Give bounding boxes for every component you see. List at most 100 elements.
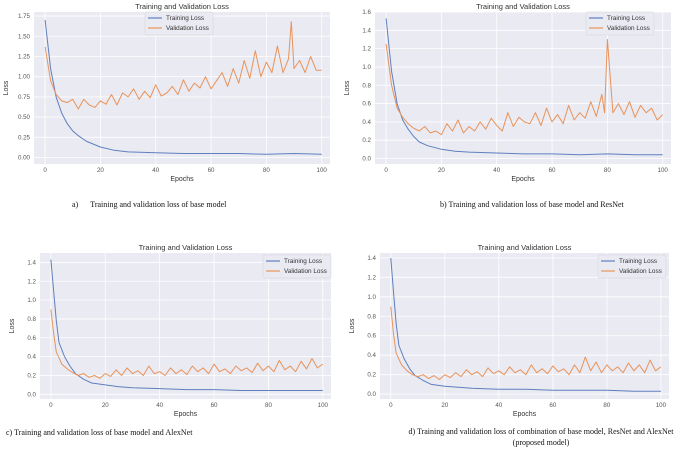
caption-c: c) Training and validation loss of base … bbox=[6, 428, 193, 437]
x-tick-label: 80 bbox=[263, 167, 270, 174]
y-tick-label: 0.50 bbox=[18, 114, 31, 121]
x-axis-label: Epochs bbox=[511, 176, 535, 183]
y-tick-label: 1.50 bbox=[18, 33, 31, 40]
y-tick-label: 0.6 bbox=[367, 333, 376, 340]
loss-chart-base-resnet: Training and Validation Loss 0.0 0.2 0.4 0.6… bbox=[344, 2, 671, 183]
x-tick-label: 80 bbox=[603, 402, 610, 409]
chart-title: Training and Validation Loss bbox=[478, 243, 572, 252]
x-tick-label: 80 bbox=[604, 167, 611, 174]
y-tick-label: 0.6 bbox=[362, 101, 371, 108]
y-tick-label: 0.0 bbox=[367, 391, 376, 398]
y-tick-label: 1.4 bbox=[27, 259, 36, 266]
y-axis-label: Loss bbox=[349, 318, 356, 333]
y-tick-label: 0.0 bbox=[362, 156, 371, 163]
chart-panel-a: Training and Validation Loss 0.00 0.25 0.50… bbox=[0, 0, 340, 192]
y-tick-label: 1.75 bbox=[18, 13, 31, 20]
y-tick-label: 0.4 bbox=[362, 119, 371, 126]
x-tick-label: 0 bbox=[384, 167, 388, 174]
x-tick-label: 20 bbox=[441, 402, 448, 409]
y-tick-label: 1.2 bbox=[362, 46, 371, 53]
legend-label: Validation Loss bbox=[284, 268, 327, 275]
y-tick-label: 1.0 bbox=[367, 294, 376, 301]
y-tick-label: 1.0 bbox=[27, 297, 36, 304]
training-loss-line bbox=[44, 20, 322, 155]
chart-panel-b: Training and Validation Loss 0.0 0.2 0.4 0.6… bbox=[343, 0, 685, 192]
loss-chart-proposed-model: Training and Validation Loss 0.0 0.2 0.4 0.6… bbox=[349, 243, 669, 418]
x-tick-label: 0 bbox=[389, 402, 393, 409]
x-tick-label: 60 bbox=[208, 167, 215, 174]
x-tick-label: 60 bbox=[549, 402, 556, 409]
x-tick-label: 40 bbox=[152, 167, 159, 174]
legend-label: Training Loss bbox=[607, 15, 645, 22]
x-tick-label: 20 bbox=[438, 167, 445, 174]
y-axis-label: Loss bbox=[9, 318, 16, 333]
y-tick-label: 0.8 bbox=[367, 313, 376, 320]
validation-loss-line bbox=[50, 309, 324, 379]
validation-loss-line bbox=[390, 306, 662, 380]
y-tick-label: 1.4 bbox=[362, 27, 371, 34]
chart-panel-c: Training and Validation Loss 0.0 0.2 0.4 0.6… bbox=[0, 237, 343, 425]
y-tick-label: 0.75 bbox=[18, 94, 31, 101]
validation-loss-line bbox=[44, 21, 322, 110]
caption-a: a) Training and validation loss of base … bbox=[72, 200, 227, 209]
x-tick-label: 100 bbox=[318, 402, 329, 409]
plot-area bbox=[375, 12, 671, 164]
y-tick-label: 0.4 bbox=[367, 352, 376, 359]
y-tick-label: 0.2 bbox=[362, 137, 371, 144]
legend: Training Loss Validation Loss bbox=[144, 11, 214, 36]
y-tick-label: 1.6 bbox=[362, 9, 371, 16]
x-tick-label: 100 bbox=[658, 167, 669, 174]
x-tick-label: 40 bbox=[493, 167, 500, 174]
legend-label: Validation Loss bbox=[166, 25, 209, 32]
x-axis-label: Epochs bbox=[513, 411, 537, 418]
loss-chart-base-model: Training and Validation Loss 0.00 0.25 0.50… bbox=[3, 2, 330, 183]
loss-chart-base-alexnet: Training and Validation Loss 0.0 0.2 0.4 0.6… bbox=[9, 243, 332, 418]
legend-label: Training Loss bbox=[284, 258, 322, 265]
y-tick-label: 0.2 bbox=[367, 372, 376, 379]
x-tick-label: 40 bbox=[495, 402, 502, 409]
chart-title: Training and Validation Loss bbox=[139, 243, 233, 252]
training-loss-line bbox=[50, 259, 323, 391]
y-axis-label: Loss bbox=[344, 80, 351, 95]
x-tick-label: 100 bbox=[317, 167, 328, 174]
caption-b: b) Training and validation loss of base … bbox=[440, 200, 624, 209]
training-loss-line bbox=[385, 18, 663, 156]
x-axis-label: Epochs bbox=[174, 411, 198, 418]
x-tick-label: 60 bbox=[211, 402, 218, 409]
y-tick-label: 0.4 bbox=[27, 354, 36, 361]
y-tick-label: 1.4 bbox=[367, 255, 376, 262]
x-axis-label: Epochs bbox=[170, 176, 194, 183]
y-tick-label: 0.2 bbox=[27, 372, 36, 379]
x-tick-label: 20 bbox=[102, 402, 109, 409]
x-tick-label: 60 bbox=[549, 167, 556, 174]
legend: Training Loss Validation Loss bbox=[262, 254, 332, 279]
legend-label: Validation Loss bbox=[607, 25, 650, 32]
y-tick-label: 0.00 bbox=[18, 155, 31, 162]
y-tick-label: 1.25 bbox=[18, 53, 31, 60]
legend-label: Training Loss bbox=[619, 258, 657, 265]
y-axis-label: Loss bbox=[3, 80, 10, 95]
legend: Training Loss Validation Loss bbox=[585, 11, 655, 36]
x-tick-label: 100 bbox=[656, 402, 667, 409]
x-tick-label: 0 bbox=[43, 167, 47, 174]
legend-label: Validation Loss bbox=[619, 268, 662, 275]
chart-title: Training and Validation Loss bbox=[135, 2, 229, 11]
legend-label: Training Loss bbox=[166, 15, 204, 22]
y-tick-label: 0.0 bbox=[27, 391, 36, 398]
caption-d: d) Training and validation loss of combi… bbox=[408, 427, 674, 447]
y-tick-label: 0.6 bbox=[27, 335, 36, 342]
x-tick-label: 80 bbox=[265, 402, 272, 409]
y-tick-label: 1.0 bbox=[362, 64, 371, 71]
validation-loss-line bbox=[385, 39, 664, 136]
y-tick-label: 0.8 bbox=[27, 316, 36, 323]
x-tick-label: 40 bbox=[156, 402, 163, 409]
y-tick-label: 1.2 bbox=[27, 278, 36, 285]
legend: Training Loss Validation Loss bbox=[597, 254, 667, 279]
x-tick-label: 20 bbox=[97, 167, 104, 174]
y-tick-label: 1.2 bbox=[367, 274, 376, 281]
chart-title: Training and Validation Loss bbox=[476, 2, 570, 11]
x-tick-label: 0 bbox=[49, 402, 53, 409]
chart-panel-d: Training and Validation Loss 0.0 0.2 0.4 0.6… bbox=[343, 237, 685, 425]
training-loss-line bbox=[390, 257, 661, 392]
y-tick-label: 1.00 bbox=[18, 74, 31, 81]
